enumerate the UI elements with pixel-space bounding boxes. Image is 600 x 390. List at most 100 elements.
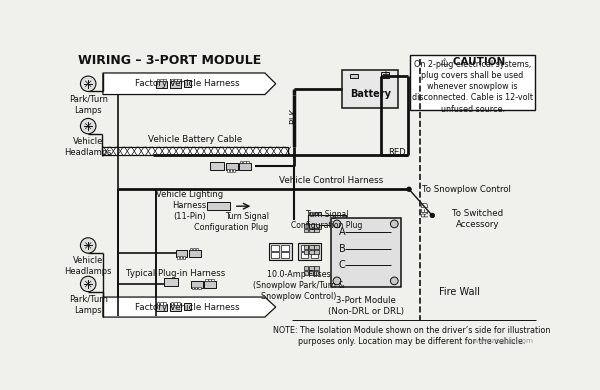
Bar — [311, 245, 319, 251]
Bar — [193, 248, 195, 250]
Bar — [319, 212, 322, 214]
Bar — [281, 245, 289, 251]
Bar — [195, 287, 197, 289]
Text: +: + — [381, 70, 389, 80]
Circle shape — [80, 238, 96, 253]
Bar — [176, 256, 179, 259]
Text: www.zequip.com: www.zequip.com — [473, 338, 534, 344]
Text: A: A — [338, 227, 345, 237]
Bar — [174, 79, 176, 82]
Circle shape — [430, 213, 434, 218]
Bar — [314, 225, 317, 229]
Text: Fire Wall: Fire Wall — [439, 287, 480, 297]
Circle shape — [80, 276, 96, 292]
Bar — [174, 302, 176, 305]
Bar — [304, 266, 308, 270]
Bar — [183, 256, 185, 259]
Bar — [170, 81, 181, 88]
Bar — [331, 218, 401, 287]
Bar — [314, 266, 319, 270]
Bar — [227, 169, 229, 172]
Bar — [164, 278, 178, 285]
Bar — [304, 245, 308, 249]
Bar — [157, 304, 167, 311]
Bar — [205, 278, 208, 281]
Bar — [198, 287, 200, 289]
Bar — [205, 281, 216, 288]
Bar — [176, 250, 187, 257]
Bar — [311, 252, 319, 258]
Bar — [207, 202, 230, 210]
Bar — [309, 245, 314, 249]
Bar — [178, 302, 179, 305]
Text: Turn Signal
Configuration Plug: Turn Signal Configuration Plug — [291, 210, 362, 230]
Bar — [157, 79, 160, 82]
Bar — [271, 252, 279, 258]
Bar — [230, 169, 232, 172]
Text: Factory Vehicle Harness: Factory Vehicle Harness — [135, 303, 239, 312]
Bar — [179, 256, 182, 259]
Bar — [196, 248, 198, 250]
Bar — [192, 287, 194, 289]
Bar — [271, 245, 279, 251]
Bar — [211, 278, 214, 281]
Bar — [309, 212, 312, 214]
Bar — [190, 248, 192, 250]
Bar — [381, 72, 389, 78]
Circle shape — [80, 119, 96, 134]
Text: Park/Turn
Lamps: Park/Turn Lamps — [68, 94, 107, 115]
Bar — [314, 245, 319, 249]
Text: Vehicle Lighting
Harness
(11-Pin): Vehicle Lighting Harness (11-Pin) — [156, 190, 223, 221]
Bar — [208, 278, 211, 281]
Bar — [184, 80, 191, 87]
Text: 10.0-Amp Fuses
(Snowplow Park/Turn &
Snowplow Control): 10.0-Amp Fuses (Snowplow Park/Turn & Sno… — [253, 270, 345, 301]
Bar — [226, 163, 238, 170]
Bar — [163, 302, 166, 305]
Bar — [350, 74, 358, 78]
Bar — [157, 81, 167, 88]
Text: Typical Plug-in Harness: Typical Plug-in Harness — [126, 269, 226, 278]
Bar — [343, 70, 398, 108]
Bar — [308, 215, 346, 225]
Bar — [309, 250, 314, 254]
Bar — [157, 302, 160, 305]
Text: RED: RED — [422, 200, 431, 217]
Bar — [301, 245, 308, 251]
Text: RED: RED — [388, 148, 406, 157]
Bar — [304, 250, 308, 254]
Circle shape — [407, 187, 412, 191]
Bar — [314, 250, 319, 254]
Text: WIRING – 3-PORT MODULE: WIRING – 3-PORT MODULE — [78, 54, 262, 67]
Bar — [189, 250, 200, 257]
Polygon shape — [103, 73, 276, 94]
Bar — [171, 302, 173, 305]
Bar — [239, 163, 251, 170]
Bar — [301, 252, 308, 258]
Bar — [163, 79, 166, 82]
Bar — [309, 225, 312, 229]
Text: Vehicle
Headlamps: Vehicle Headlamps — [64, 256, 112, 277]
Text: C: C — [338, 261, 345, 271]
Text: 3-Port Module
(Non-DRL or DRL): 3-Port Module (Non-DRL or DRL) — [328, 296, 404, 316]
Bar — [304, 224, 308, 228]
Bar — [309, 224, 314, 228]
Text: To Switched
Accessory: To Switched Accessory — [452, 209, 503, 229]
Bar — [304, 271, 308, 275]
Text: −: − — [350, 70, 358, 80]
Bar — [314, 212, 317, 214]
Bar — [269, 243, 292, 260]
Text: Battery: Battery — [350, 89, 391, 99]
Circle shape — [333, 220, 341, 228]
Text: Vehicle
Headlamps: Vehicle Headlamps — [64, 137, 112, 157]
Bar — [309, 271, 314, 275]
Bar — [210, 162, 224, 170]
Circle shape — [391, 277, 398, 285]
Text: Factory Vehicle Harness: Factory Vehicle Harness — [135, 79, 239, 88]
Text: Vehicle Control Harness: Vehicle Control Harness — [278, 176, 383, 184]
Bar — [246, 161, 248, 163]
Text: Turn Signal
Configuration Plug: Turn Signal Configuration Plug — [194, 212, 269, 232]
Bar — [170, 304, 181, 311]
Bar — [240, 161, 242, 163]
Bar — [171, 79, 173, 82]
Text: Vehicle Battery Cable: Vehicle Battery Cable — [148, 135, 242, 144]
